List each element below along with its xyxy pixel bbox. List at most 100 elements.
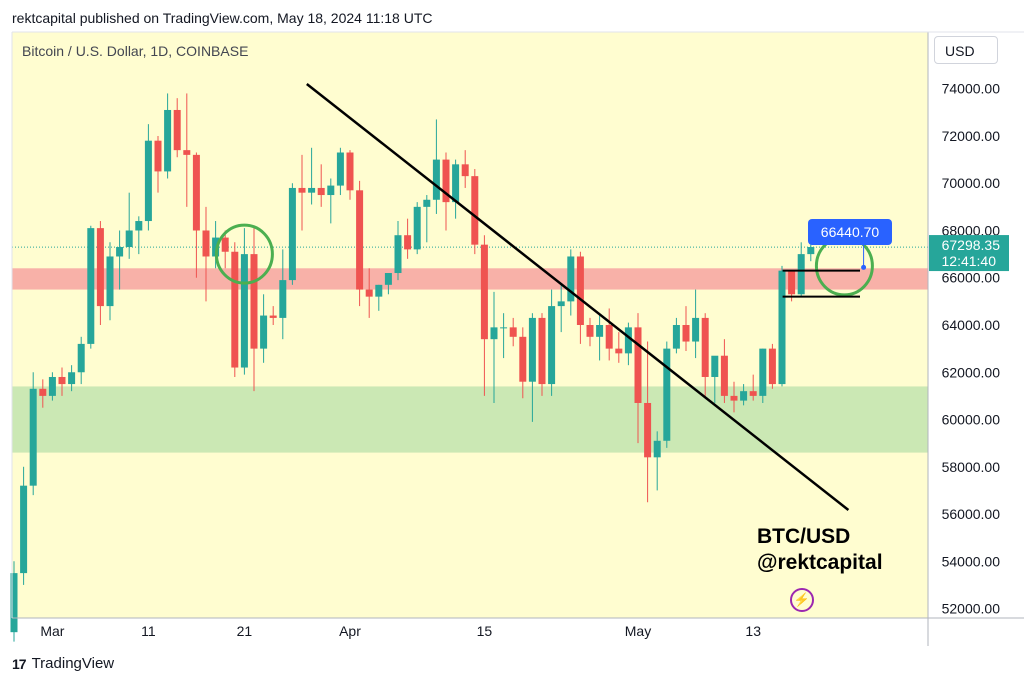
candle bbox=[77, 336, 85, 385]
candle bbox=[759, 348, 767, 403]
candle-body bbox=[68, 372, 76, 385]
candle-body bbox=[519, 336, 527, 382]
candle-body bbox=[164, 109, 172, 172]
candle bbox=[509, 317, 517, 347]
candle bbox=[711, 355, 719, 403]
x-tick-label: May bbox=[625, 623, 651, 639]
candle bbox=[528, 313, 536, 422]
candle bbox=[442, 152, 450, 231]
candle-body bbox=[192, 154, 200, 231]
annotation-arrow-point bbox=[861, 264, 867, 270]
candle-body bbox=[797, 254, 805, 295]
candle bbox=[375, 284, 383, 311]
candle bbox=[231, 242, 239, 377]
candle-body bbox=[375, 284, 383, 297]
candle bbox=[778, 265, 786, 387]
candle-body bbox=[788, 270, 796, 295]
currency-button[interactable]: USD bbox=[934, 36, 998, 64]
candle bbox=[452, 159, 460, 219]
candle-body bbox=[346, 152, 354, 191]
candle bbox=[394, 221, 402, 281]
candle bbox=[106, 242, 114, 321]
candle bbox=[48, 372, 56, 401]
candle-body bbox=[317, 187, 325, 196]
candle-body bbox=[730, 395, 738, 401]
y-tick-label: 64000.00 bbox=[942, 317, 1001, 333]
candle-body bbox=[740, 391, 748, 401]
candle-body bbox=[682, 325, 690, 342]
candle-body bbox=[692, 317, 700, 342]
candle bbox=[154, 135, 162, 193]
trendline bbox=[306, 83, 850, 511]
lightning-icon[interactable]: ⚡ bbox=[790, 588, 814, 612]
last-price-box bbox=[929, 235, 1009, 272]
candle-body bbox=[452, 164, 460, 203]
candle bbox=[586, 317, 594, 347]
candle-body bbox=[298, 187, 306, 193]
candle-body bbox=[96, 228, 104, 307]
candle bbox=[596, 315, 604, 361]
candle bbox=[356, 180, 364, 307]
candle-body bbox=[528, 317, 536, 382]
candle-body bbox=[202, 230, 210, 257]
candle bbox=[644, 341, 652, 503]
footer-brand[interactable]: TradingView bbox=[31, 655, 115, 672]
candle-body bbox=[365, 289, 373, 297]
candle-body bbox=[634, 327, 642, 403]
candle-body bbox=[10, 573, 18, 633]
candle-body bbox=[29, 388, 37, 486]
candle bbox=[39, 379, 47, 408]
candle bbox=[749, 374, 757, 401]
candle-body bbox=[538, 317, 546, 385]
candle-body bbox=[768, 348, 776, 385]
candle bbox=[144, 124, 152, 231]
publish-header: rektcapital published on TradingView.com… bbox=[12, 10, 433, 26]
candle bbox=[461, 150, 469, 188]
candle bbox=[125, 192, 133, 259]
candle-body bbox=[240, 254, 248, 368]
candle-body bbox=[615, 348, 623, 354]
candle-body bbox=[269, 315, 277, 318]
candle bbox=[768, 343, 776, 389]
candle-body bbox=[39, 388, 47, 396]
candle-body bbox=[720, 355, 728, 396]
candle-body bbox=[711, 355, 719, 377]
candle bbox=[317, 164, 325, 207]
candle bbox=[20, 466, 28, 585]
candle-body bbox=[394, 235, 402, 274]
y-tick-label: 66000.00 bbox=[942, 270, 1001, 286]
candle bbox=[269, 306, 277, 325]
zone-support bbox=[12, 386, 928, 453]
candle-body bbox=[116, 247, 124, 257]
candle-body bbox=[807, 247, 815, 255]
candle-body bbox=[567, 256, 575, 302]
candle-body bbox=[471, 176, 479, 245]
candle bbox=[605, 308, 613, 361]
candle bbox=[663, 341, 671, 448]
candle-body bbox=[260, 315, 268, 349]
candle bbox=[183, 93, 191, 207]
candle bbox=[298, 154, 306, 231]
candle bbox=[58, 367, 66, 396]
candle bbox=[29, 372, 37, 496]
candle-body bbox=[586, 325, 594, 337]
candle-body bbox=[509, 327, 517, 337]
candle-body bbox=[58, 376, 66, 385]
candle-body bbox=[432, 159, 440, 200]
candle bbox=[615, 332, 623, 363]
candle bbox=[10, 561, 18, 642]
candle bbox=[740, 384, 748, 406]
y-tick-label: 58000.00 bbox=[942, 459, 1001, 475]
candle bbox=[135, 216, 143, 255]
candle-body bbox=[500, 327, 508, 329]
y-tick-label: 70000.00 bbox=[942, 175, 1001, 191]
y-tick-label: 68000.00 bbox=[942, 222, 1001, 238]
y-tick-label: 62000.00 bbox=[942, 364, 1001, 380]
candle-body bbox=[759, 348, 767, 396]
candle bbox=[538, 313, 546, 396]
candle bbox=[327, 178, 335, 224]
candle-body bbox=[490, 327, 498, 340]
candle-body bbox=[461, 164, 469, 177]
candle bbox=[548, 289, 556, 396]
